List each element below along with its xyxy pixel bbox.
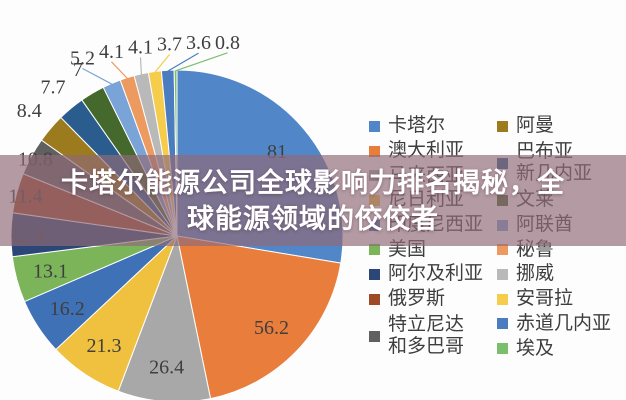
pie-value-label: 7.7 <box>41 77 66 99</box>
label-leader-line <box>175 52 228 72</box>
pie-slice-2 <box>176 235 342 400</box>
legend-label: 阿尔及利亚 <box>388 263 484 285</box>
legend-item: 赤道几内亚 <box>497 312 611 337</box>
legend-marker <box>369 244 380 256</box>
pie-slice-3 <box>117 234 212 400</box>
title-line-2: 球能源领域的佼佼者 <box>187 203 439 234</box>
pie-value-label: 4.1 <box>128 36 153 58</box>
label-leader-line <box>139 57 142 75</box>
legend-item: 卡塔尔 <box>369 114 497 139</box>
title-overlay: 卡塔尔能源公司全球影响力排名揭秘，全 球能源领域的佼佼者 <box>0 155 626 246</box>
legend-label: 阿曼 <box>516 115 555 137</box>
pie-value-label: 7 <box>73 59 83 81</box>
pie-value-label: 56.2 <box>254 317 289 339</box>
legend-item: 阿尔及利亚 <box>369 262 497 287</box>
pie-value-label: 0.8 <box>215 32 240 54</box>
legend-label: 特立尼达 和多巴哥 <box>388 314 465 358</box>
legend-label: 赤道几内亚 <box>516 312 612 334</box>
pie-value-label: 21.3 <box>87 335 122 357</box>
legend-marker <box>369 268 380 280</box>
legend-marker <box>497 318 508 330</box>
pie-value-label: 26.4 <box>149 357 184 379</box>
legend-item: 特立尼达 和多巴哥 <box>369 312 497 361</box>
legend-item: 阿曼 <box>497 114 611 139</box>
pie-value-label: 3.7 <box>157 34 182 56</box>
pie-value-label: 3.6 <box>186 32 211 54</box>
legend-item: 埃及 <box>497 336 611 361</box>
legend-label: 埃及 <box>516 337 555 359</box>
label-leader-line <box>82 67 113 85</box>
pie-value-label: 5.2 <box>70 48 95 70</box>
legend-item: 俄罗斯 <box>369 287 497 312</box>
legend-marker <box>497 244 508 256</box>
legend-label: 挪威 <box>516 263 555 285</box>
legend-marker <box>369 330 380 342</box>
legend-marker <box>369 145 380 157</box>
legend-marker <box>497 268 508 280</box>
legend-marker <box>497 120 508 132</box>
legend-marker <box>497 343 508 355</box>
pie-value-label: 4.1 <box>99 41 124 63</box>
legend-marker <box>497 293 508 305</box>
pie-value-label: 8.4 <box>17 100 42 122</box>
legend-label: 俄罗斯 <box>388 288 446 310</box>
legend-marker <box>369 120 380 132</box>
label-leader-line <box>167 52 199 72</box>
legend-label: 卡塔尔 <box>388 115 446 137</box>
label-leader-line <box>154 54 170 73</box>
legend-item: 挪威 <box>497 262 611 287</box>
title-line-1: 卡塔尔能源公司全球影响力排名揭秘，全 <box>61 167 565 198</box>
label-leader-line <box>111 61 128 79</box>
legend-label: 安哥拉 <box>516 288 574 310</box>
pie-value-label: 16.2 <box>50 298 85 320</box>
pie-value-label: 13.1 <box>33 260 68 282</box>
legend-item: 安哥拉 <box>497 287 611 312</box>
legend-marker <box>369 293 380 305</box>
